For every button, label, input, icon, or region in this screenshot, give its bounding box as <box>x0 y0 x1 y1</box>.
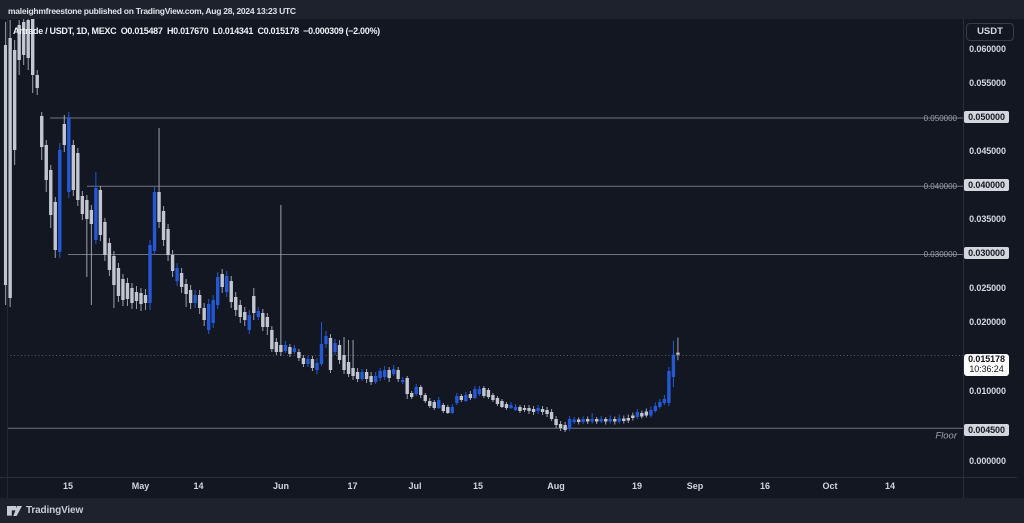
svg-text:0.040000: 0.040000 <box>924 182 958 191</box>
svg-text:0.050000: 0.050000 <box>924 114 958 123</box>
svg-text:0.030000: 0.030000 <box>924 250 958 259</box>
svg-text:Floor: Floor <box>935 431 957 442</box>
